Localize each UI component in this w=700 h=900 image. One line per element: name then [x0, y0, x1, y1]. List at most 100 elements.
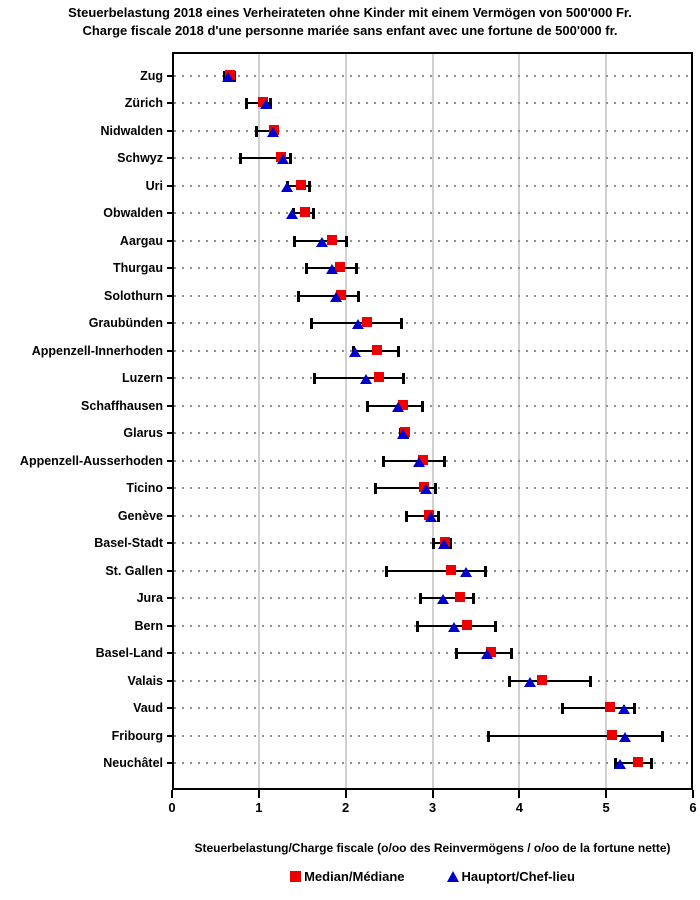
canton-label: Obwalden	[103, 206, 163, 220]
hauptort-marker	[448, 621, 461, 632]
range-cap-min	[415, 620, 419, 632]
range-cap-min	[374, 483, 378, 494]
row-dotted-line	[174, 267, 691, 269]
canton-label: St. Gallen	[105, 563, 163, 578]
canton-label: Schwyz	[117, 151, 163, 165]
range-cap-max	[448, 538, 452, 549]
canton-label: Zug	[140, 68, 163, 83]
y-tick	[167, 322, 173, 324]
y-tick	[167, 652, 173, 654]
x-tick	[605, 790, 608, 798]
x-tick-label: 5	[602, 800, 610, 815]
row-dotted-line	[174, 432, 691, 434]
chart-title-german: Steuerbelastung 2018 eines Verheirateten…	[68, 5, 632, 20]
y-tick	[167, 102, 173, 104]
range-cap-min	[255, 125, 259, 137]
range-cap-min	[366, 400, 370, 412]
range-cap-max	[401, 373, 405, 384]
x-tick-label: 1	[255, 800, 263, 815]
x-tick	[344, 790, 347, 798]
hauptort-marker	[460, 566, 473, 577]
row-dotted-line	[174, 404, 691, 407]
range-cap-min	[244, 98, 248, 109]
range-cap-min	[487, 730, 491, 742]
range-line	[561, 707, 635, 709]
y-tick	[167, 734, 173, 737]
hauptort-marker	[436, 594, 449, 604]
range-cap-max	[632, 703, 636, 714]
hauptort-marker	[614, 759, 627, 769]
median-marker	[455, 592, 466, 602]
median-marker	[607, 729, 618, 740]
range-cap-min	[292, 235, 296, 247]
range-cap-min	[419, 593, 423, 604]
range-cap-max	[288, 153, 292, 164]
legend: Median/Médiane Hauptort/Chef-lieu	[172, 869, 693, 884]
hauptort-marker	[396, 429, 409, 439]
median-marker	[373, 372, 384, 382]
row-dotted-line	[174, 129, 691, 132]
hauptort-marker	[259, 99, 272, 109]
range-cap-max	[589, 675, 593, 687]
x-axis-ticks: 0 1 2 3 4 5 6	[168, 790, 697, 824]
range-cap-min	[431, 538, 435, 549]
row-dotted-line	[174, 157, 691, 159]
canton-label: Glarus	[123, 426, 163, 440]
median-marker	[326, 234, 337, 245]
hauptort-marker	[221, 71, 234, 82]
legend-label-median: Median/Médiane	[304, 869, 405, 884]
y-axis-labels: Zug Zürich Nidwalden Schwyz Uri Obwalden Aarga…	[0, 52, 173, 790]
range-cap-max	[420, 400, 424, 412]
range-cap-min	[238, 153, 242, 164]
range-line	[488, 734, 664, 737]
canton-label: Graubünden	[88, 316, 163, 330]
hauptort-marker	[349, 346, 362, 357]
y-tick	[167, 184, 173, 187]
median-marker	[334, 262, 345, 272]
x-tick-label: 6	[689, 800, 697, 815]
range-cap-max	[472, 593, 476, 604]
y-tick	[167, 294, 173, 297]
range-cap-max	[396, 345, 400, 357]
y-tick	[167, 542, 173, 544]
hauptort-marker	[359, 374, 372, 384]
x-tick	[518, 790, 521, 798]
range-cap-min	[405, 510, 409, 522]
x-tick-label: 0	[168, 800, 176, 815]
range-cap-min	[309, 318, 313, 329]
median-marker	[462, 619, 473, 630]
hauptort-marker	[330, 291, 343, 302]
range-line	[314, 377, 404, 379]
range-cap-max	[661, 730, 665, 742]
range-cap-max	[493, 620, 497, 632]
range-line	[375, 487, 436, 489]
median-marker	[371, 344, 382, 355]
range-cap-min	[313, 373, 317, 384]
y-tick	[167, 487, 173, 489]
hauptort-triangle-icon	[446, 871, 459, 882]
grid-line-1	[257, 52, 260, 790]
y-tick	[167, 569, 173, 572]
hauptort-marker	[325, 264, 338, 274]
y-tick	[167, 349, 173, 352]
hauptort-marker	[281, 181, 294, 192]
chart-title-french: Charge fiscale 2018 d'une personne marié…	[82, 23, 618, 38]
chart-title: Steuerbelastung 2018 eines Verheirateten…	[0, 4, 700, 40]
x-tick	[692, 790, 694, 798]
range-cap-max	[437, 510, 441, 522]
row-dotted-line	[174, 349, 691, 352]
row-dotted-line	[174, 102, 691, 104]
canton-label: Appenzell-Innerhoden	[31, 343, 163, 358]
y-tick	[167, 377, 173, 379]
canton-label: Vaud	[133, 701, 163, 715]
hauptort-marker	[481, 649, 494, 659]
x-tick-label: 4	[515, 800, 523, 815]
canton-label: Schaffhausen	[81, 398, 163, 413]
median-marker	[633, 757, 644, 767]
hauptort-marker	[437, 539, 450, 549]
range-cap-max	[442, 455, 446, 467]
row-dotted-line	[174, 212, 691, 214]
y-tick	[167, 514, 173, 517]
range-cap-min	[384, 565, 388, 577]
row-dotted-line	[174, 184, 691, 187]
